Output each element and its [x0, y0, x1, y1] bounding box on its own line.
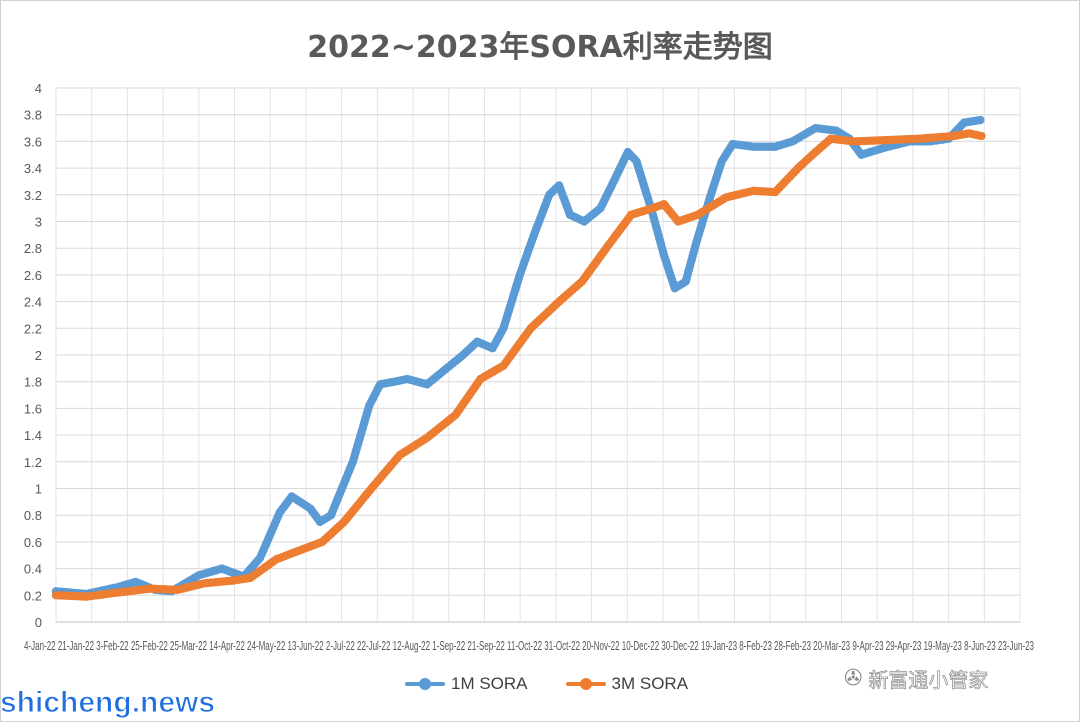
y-tick-label: 3.4 — [24, 161, 42, 176]
watermark-account: ✇ 新富通小管家 — [844, 664, 989, 693]
y-tick-label: 0.6 — [24, 535, 42, 550]
y-tick-label: 1.2 — [24, 455, 42, 470]
y-tick-label: 3.2 — [24, 188, 42, 203]
watermark-account-name: 新富通小管家 — [868, 668, 989, 693]
legend-label-3m: 3M SORA — [611, 674, 689, 693]
y-tick-label: 2 — [35, 348, 42, 363]
y-tick-label: 0.2 — [24, 588, 42, 603]
y-tick-label: 2.8 — [24, 241, 42, 256]
y-tick-label: 3 — [35, 215, 42, 230]
data-point-3m — [977, 131, 986, 141]
y-tick-label: 3.8 — [24, 108, 42, 123]
y-tick-label: 0.8 — [24, 508, 42, 523]
chart-legend: 1M SORA 3M SORA — [405, 674, 688, 694]
legend-label-1m: 1M SORA — [451, 674, 528, 693]
y-tick-label: 0.4 — [24, 562, 42, 577]
x-tick-labels: 4-Jan-22 21-Jan-22 3-Feb-22 25-Feb-22 25… — [24, 638, 1034, 653]
y-tick-label: 1.4 — [24, 428, 42, 443]
y-tick-label: 1 — [35, 482, 42, 497]
y-tick-label: 2.4 — [24, 295, 42, 310]
y-tick-label: 2.6 — [24, 268, 42, 283]
watermark-site: shicheng.news — [0, 686, 216, 720]
wechat-icon: ✇ — [844, 666, 863, 691]
series-line-3m — [55, 131, 982, 599]
legend-swatch-1m — [405, 678, 445, 690]
y-tick-label: 0 — [35, 615, 42, 630]
y-tick-label: 2.2 — [24, 321, 42, 336]
y-tick-label: 1.8 — [24, 375, 42, 390]
legend-item-3m: 3M SORA — [565, 674, 689, 694]
y-tick-label: 1.6 — [24, 401, 42, 416]
y-tick-label: 3.6 — [24, 134, 42, 149]
y-tick-label: 4 — [35, 81, 42, 96]
legend-swatch-3m — [565, 678, 606, 690]
legend-item-1m: 1M SORA — [405, 674, 528, 694]
data-point-1m — [976, 115, 985, 125]
chart-title: 2022~2023年SORA利率走势图 — [307, 30, 773, 65]
